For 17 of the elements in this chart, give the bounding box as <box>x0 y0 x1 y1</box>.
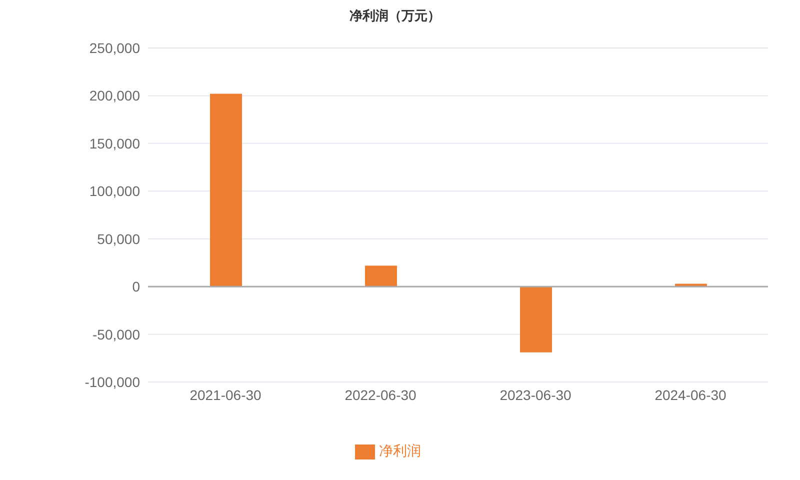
x-tick-label: 2022-06-30 <box>344 386 417 403</box>
x-tick-label: 2024-06-30 <box>654 386 727 403</box>
y-tick-label: 200,000 <box>89 88 140 104</box>
x-tick-label: 2021-06-30 <box>190 386 262 403</box>
y-tick-label: 250,000 <box>89 40 140 56</box>
y-tick-label: 100,000 <box>89 183 140 200</box>
y-tick-label: 0 <box>132 278 140 295</box>
bar <box>365 266 397 287</box>
y-tick-label: 50,000 <box>97 230 140 247</box>
x-tick-label: 2023-06-30 <box>500 386 572 403</box>
y-tick-label: 150,000 <box>89 135 140 152</box>
y-tick-label: -50,000 <box>92 326 140 342</box>
legend-label: 净利润 <box>379 442 421 459</box>
y-tick-label: -100,000 <box>84 374 140 390</box>
bar <box>520 286 552 352</box>
chart-title: 净利润（万元） <box>348 8 442 25</box>
bar <box>210 94 242 287</box>
